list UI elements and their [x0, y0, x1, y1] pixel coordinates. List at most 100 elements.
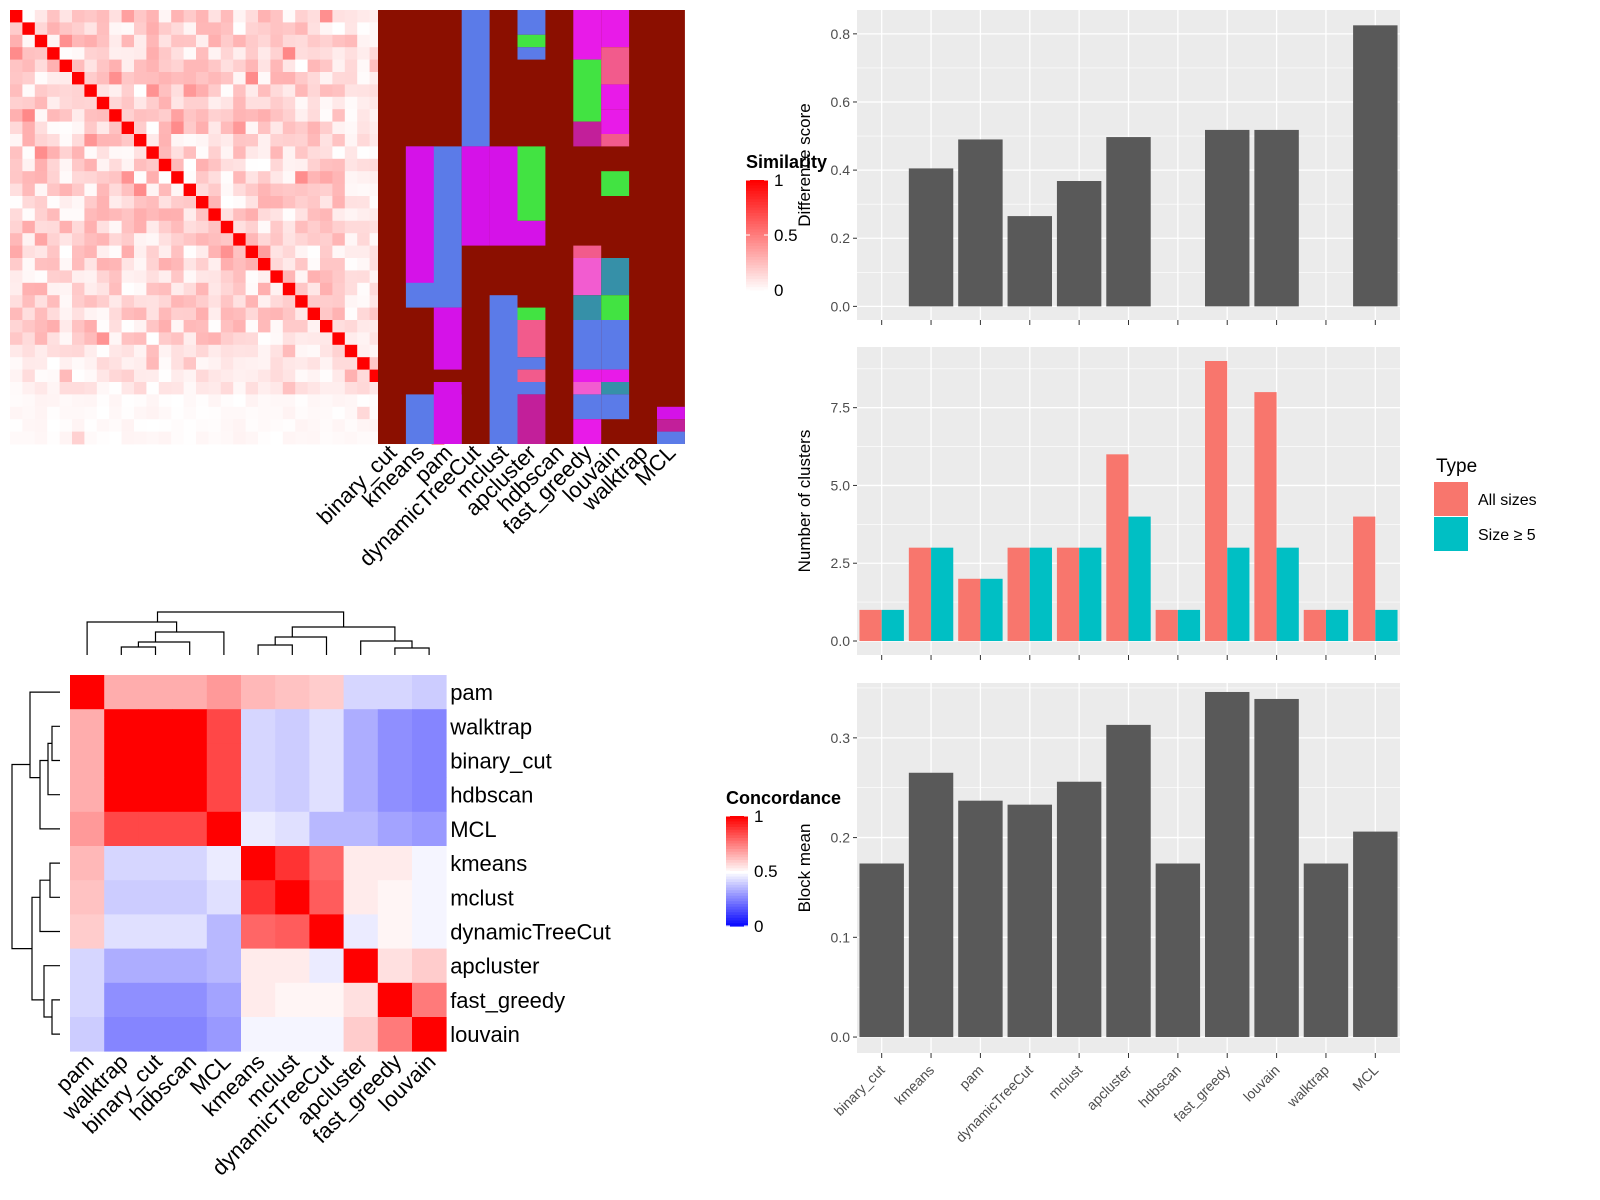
- concordance-cell: [172, 982, 208, 1018]
- similarity-cell: [146, 419, 160, 432]
- similarity-cell: [258, 47, 271, 60]
- similarity-cell: [332, 394, 346, 408]
- concordance-legend-gradient-step: [726, 835, 748, 839]
- similarity-cell: [109, 208, 122, 222]
- similarity-cell: [258, 22, 271, 36]
- similarity-cell: [59, 96, 73, 110]
- bar: [908, 547, 932, 641]
- similarity-cell: [196, 109, 209, 122]
- similarity-cell: [59, 208, 73, 222]
- similarity-legend-gradient-step: [746, 232, 768, 236]
- similarity-cell: [59, 431, 73, 445]
- similarity-cell: [96, 96, 110, 110]
- similarity-cell: [121, 121, 135, 135]
- similarity-cell: [245, 431, 259, 445]
- similarity-cell: [270, 307, 284, 321]
- similarity-cell: [84, 382, 98, 395]
- similarity-cell: [208, 357, 222, 370]
- bar: [1254, 698, 1299, 1038]
- similarity-cell: [96, 344, 110, 358]
- similarity-cell: [10, 357, 23, 370]
- row-label: pam: [450, 680, 493, 705]
- similarity-cell: [270, 220, 284, 234]
- similarity-cell: [344, 47, 358, 60]
- similarity-cell: [245, 307, 259, 321]
- similarity-cell: [22, 134, 36, 147]
- similarity-cell: [109, 109, 122, 122]
- similarity-cell: [158, 394, 172, 408]
- similarity-cell: [220, 282, 234, 296]
- similarity-cell: [10, 96, 23, 110]
- similarity-cell: [245, 208, 259, 222]
- similarity-cell: [171, 245, 184, 259]
- concordance-cell: [377, 777, 413, 813]
- similarity-cell: [320, 258, 333, 271]
- similarity-cell: [109, 295, 122, 308]
- similarity-cell: [332, 431, 346, 445]
- similarity-cell: [158, 208, 172, 222]
- similarity-cell: [34, 282, 48, 296]
- similarity-cell: [22, 59, 36, 73]
- similarity-cell: [158, 109, 172, 122]
- similarity-cell: [158, 357, 172, 370]
- similarity-cell: [258, 431, 271, 445]
- similarity-cell: [121, 357, 135, 370]
- concordance-cell: [377, 880, 413, 915]
- similarity-legend-gradient-step: [746, 262, 768, 266]
- similarity-cell: [270, 171, 284, 184]
- similarity-cell: [34, 406, 48, 420]
- similarity-cell: [22, 84, 36, 98]
- similarity-legend-gradient-step: [746, 221, 768, 225]
- similarity-cell: [134, 282, 147, 296]
- concordance-cell: [377, 811, 413, 847]
- cluster-block: [573, 295, 602, 320]
- concordance-cell: [172, 846, 208, 881]
- similarity-cell: [208, 332, 222, 346]
- similarity-cell: [10, 369, 23, 383]
- cluster-block: [405, 146, 434, 283]
- similarity-cell: [208, 369, 222, 383]
- cluster-block: [517, 34, 546, 48]
- concordance-cell: [241, 743, 276, 778]
- bar: [908, 168, 954, 307]
- cluster-block: [517, 307, 546, 320]
- similarity-cell: [183, 270, 197, 284]
- similarity-legend-gradient-step: [746, 270, 768, 275]
- similarity-cell: [10, 109, 23, 122]
- similarity-cell: [171, 382, 184, 395]
- similarity-cell: [183, 34, 197, 48]
- bar: [1007, 804, 1052, 1038]
- similarity-cell: [109, 369, 122, 383]
- cluster-block: [573, 382, 602, 395]
- similarity-cell: [158, 84, 172, 98]
- concordance-cell: [412, 675, 447, 710]
- concordance-cell: [241, 948, 276, 984]
- similarity-cell: [10, 220, 23, 234]
- similarity-cell: [295, 357, 308, 370]
- similarity-cell: [295, 22, 308, 36]
- similarity-legend-gradient-step: [746, 276, 768, 280]
- similarity-cell: [121, 196, 135, 209]
- bar: [1079, 547, 1102, 641]
- similarity-cell: [282, 382, 296, 395]
- similarity-cell: [134, 431, 147, 445]
- similarity-cell: [121, 171, 135, 184]
- similarity-cell: [109, 233, 122, 246]
- concordance-cell: [172, 743, 208, 778]
- similarity-cell: [270, 332, 284, 346]
- similarity-cell: [183, 10, 197, 23]
- similarity-cell: [109, 431, 122, 445]
- similarity-cell: [121, 10, 135, 23]
- similarity-cell: [109, 84, 122, 98]
- similarity-cell: [59, 47, 73, 60]
- similarity-cell: [146, 171, 160, 184]
- cluster-block: [601, 47, 630, 72]
- similarity-cell: [208, 34, 222, 48]
- similarity-cell: [307, 208, 321, 222]
- similarity-cell: [320, 196, 333, 209]
- similarity-legend-gradient-step: [746, 213, 768, 217]
- similarity-cell: [320, 171, 333, 184]
- similarity-cell: [307, 34, 321, 48]
- similarity-cell: [96, 258, 110, 271]
- similarity-cell: [96, 282, 110, 296]
